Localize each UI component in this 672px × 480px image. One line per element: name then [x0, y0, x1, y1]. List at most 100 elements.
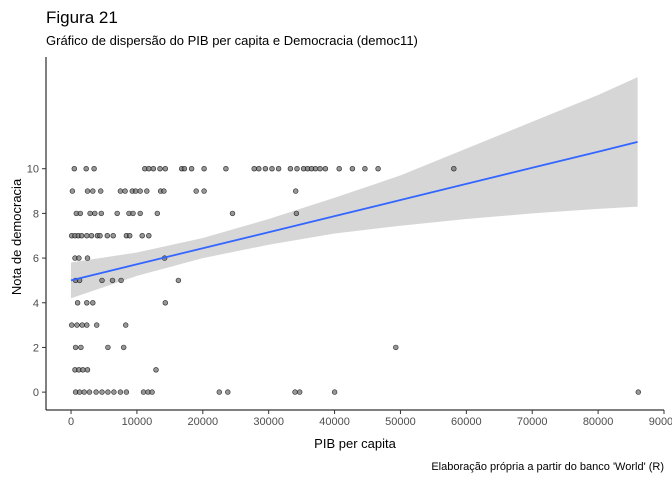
y-tick-label: 10: [27, 164, 39, 176]
data-point: [84, 322, 90, 328]
data-point: [269, 166, 275, 172]
data-point: [122, 188, 128, 194]
data-point: [91, 166, 97, 172]
data-point: [154, 210, 161, 217]
data-point: [144, 188, 150, 194]
data-point: [79, 322, 85, 328]
x-tick-label: 40000: [319, 416, 350, 428]
data-point: [149, 389, 155, 395]
data-point: [71, 166, 78, 172]
data-point: [146, 166, 152, 172]
data-point: [293, 188, 299, 194]
data-point: [292, 389, 298, 395]
data-point: [83, 166, 89, 172]
data-point: [84, 300, 90, 306]
y-axis-ticks: 0 2 4 6 8 10: [27, 164, 46, 399]
confidence-band: [71, 77, 638, 299]
trend-line-layer: [70, 141, 638, 282]
data-point: [297, 389, 303, 395]
data-point: [130, 210, 136, 217]
data-point: [201, 166, 207, 172]
data-point: [157, 166, 163, 172]
data-point: [105, 344, 111, 351]
data-point: [77, 210, 84, 217]
data-point: [146, 233, 152, 239]
data-point: [317, 166, 323, 172]
data-point: [104, 233, 111, 239]
x-tick-label: 0: [68, 416, 74, 428]
x-tick-label: 80000: [583, 416, 614, 428]
y-tick-label: 8: [33, 208, 39, 220]
data-point: [76, 255, 82, 261]
data-point: [312, 166, 319, 172]
data-point: [90, 188, 96, 194]
data-point: [225, 389, 231, 395]
data-point: [90, 300, 96, 306]
data-point: [68, 322, 75, 328]
trend-line: [70, 141, 638, 282]
x-tick-label: 10000: [122, 416, 153, 428]
data-point: [161, 188, 167, 194]
data-point: [99, 389, 105, 395]
data-point: [72, 344, 79, 351]
data-point: [256, 166, 262, 172]
y-tick-label: 4: [33, 298, 39, 310]
data-point: [251, 166, 257, 172]
data-point: [262, 166, 269, 172]
axes: 0 10000 20000 30000 40000 50000 60000 70000 8000…: [27, 57, 672, 428]
data-point: [86, 389, 93, 395]
data-point: [109, 277, 116, 284]
data-point: [105, 389, 111, 395]
data-point: [140, 389, 147, 395]
data-point: [275, 166, 282, 172]
data-point: [393, 344, 399, 351]
x-axis-ticks: 0 10000 20000 30000 40000 50000 60000 70000 8000…: [68, 410, 672, 428]
data-point: [294, 166, 300, 172]
data-point: [322, 166, 329, 172]
data-point: [122, 322, 129, 328]
data-point: [117, 389, 124, 395]
data-point: [137, 188, 143, 194]
x-tick-label: 70000: [517, 416, 548, 428]
x-tick-label: 50000: [385, 416, 416, 428]
data-point: [162, 166, 169, 172]
data-point: [84, 233, 90, 239]
data-point: [93, 389, 99, 395]
data-point: [97, 233, 103, 239]
chart-title: Figura 21: [46, 8, 118, 27]
data-point: [111, 389, 117, 395]
data-point: [362, 166, 368, 172]
data-point: [123, 389, 130, 395]
plot-area: [68, 77, 641, 395]
x-axis-title: PIB per capita: [314, 436, 396, 451]
data-point: [375, 166, 381, 172]
confidence-band-layer: [71, 77, 638, 299]
data-point: [188, 166, 195, 172]
data-point: [162, 300, 169, 306]
data-point: [153, 367, 159, 373]
data-point: [181, 166, 188, 172]
data-point: [87, 210, 93, 217]
data-point: [293, 210, 300, 217]
scatter-points-layer: [68, 166, 641, 395]
data-point: [84, 367, 91, 373]
y-tick-label: 0: [33, 387, 39, 399]
data-point: [84, 188, 91, 194]
data-point: [635, 389, 641, 395]
data-point: [84, 255, 91, 261]
data-point: [137, 210, 143, 217]
y-axis-title: Nota de democracia: [9, 178, 24, 295]
data-point: [216, 389, 223, 395]
x-tick-label: 30000: [253, 416, 284, 428]
data-point: [451, 166, 457, 172]
data-point: [139, 233, 145, 239]
data-point: [331, 389, 338, 395]
data-point: [98, 210, 105, 217]
y-tick-label: 6: [33, 253, 39, 265]
data-point: [336, 166, 342, 172]
data-point: [229, 210, 236, 217]
data-point: [69, 188, 76, 194]
data-point: [132, 188, 139, 194]
